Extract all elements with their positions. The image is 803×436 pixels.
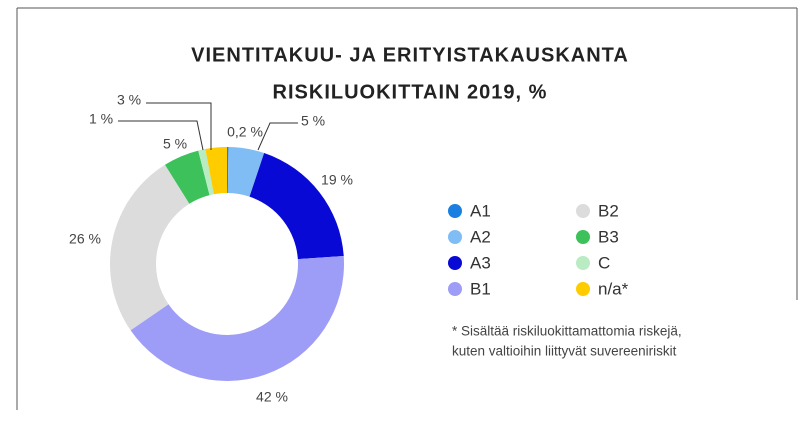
donut-segment bbox=[164, 150, 210, 204]
legend-swatch bbox=[576, 256, 590, 270]
legend-label: A1 bbox=[470, 201, 491, 220]
donut-segment bbox=[130, 256, 344, 381]
data-label: 42 % bbox=[256, 389, 288, 405]
legend-label: A3 bbox=[470, 253, 491, 272]
legend-label: C bbox=[598, 253, 610, 272]
legend-label: B3 bbox=[598, 227, 619, 246]
legend-swatch bbox=[448, 282, 462, 296]
donut-segment bbox=[109, 164, 190, 331]
data-label: 26 % bbox=[69, 231, 101, 247]
legend-swatch bbox=[576, 282, 590, 296]
data-label: 5 % bbox=[163, 136, 187, 152]
data-label: 5 % bbox=[301, 113, 325, 129]
leader-line bbox=[257, 122, 298, 151]
legend-label: n/a* bbox=[598, 279, 629, 298]
data-label: 3 % bbox=[117, 92, 141, 108]
legend-swatch bbox=[576, 230, 590, 244]
donut-segment bbox=[198, 149, 214, 196]
leader-line bbox=[146, 102, 212, 150]
legend-swatch bbox=[448, 230, 462, 244]
legend-label: B1 bbox=[470, 279, 491, 298]
legend-swatch bbox=[448, 256, 462, 270]
legend-label: B2 bbox=[598, 201, 619, 220]
donut-segment bbox=[249, 153, 344, 260]
note: kuten valtioihin liittyvät suvereenirisk… bbox=[452, 344, 677, 359]
chart-title: RISKILUOKITTAIN 2019, % bbox=[273, 81, 548, 103]
legend-swatch bbox=[448, 204, 462, 218]
donut-segment bbox=[227, 147, 229, 194]
leader-line bbox=[118, 120, 204, 151]
legend-label: A2 bbox=[470, 227, 491, 246]
chart-title: VIENTITAKUU- JA ERITYISTAKAUSKANTA bbox=[191, 44, 629, 66]
note: * Sisältää riskiluokittamattomia riskejä… bbox=[452, 324, 682, 339]
data-label: 1 % bbox=[89, 111, 113, 127]
donut-segment bbox=[227, 147, 265, 197]
data-label: 0,2 % bbox=[227, 124, 263, 140]
donut-segment bbox=[205, 147, 227, 195]
data-label: 19 % bbox=[321, 172, 353, 188]
legend-swatch bbox=[576, 204, 590, 218]
